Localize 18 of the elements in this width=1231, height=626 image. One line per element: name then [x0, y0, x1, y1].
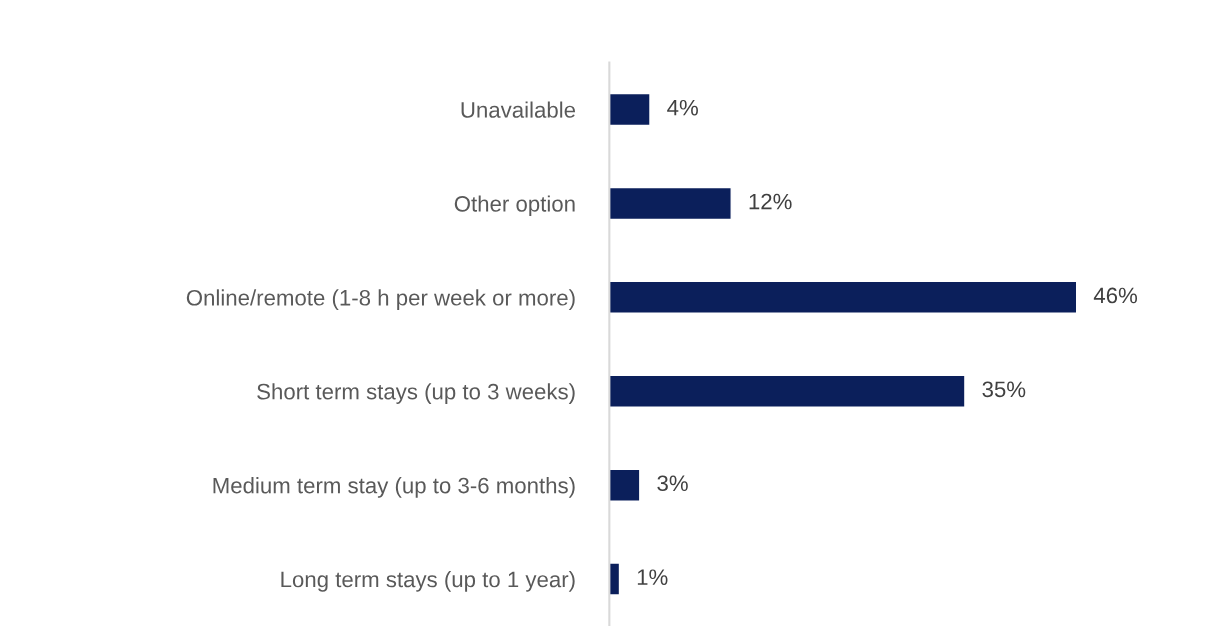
y-tick-label: Other option — [454, 195, 575, 217]
bar — [609, 562, 621, 596]
bar — [609, 186, 732, 221]
data-label: 35% — [982, 381, 1026, 398]
bar — [609, 280, 1078, 315]
y-tick-label: Medium term stay (up to 3-6 months) — [213, 477, 575, 498]
data-label: 46% — [1093, 287, 1138, 304]
data-label: 1% — [637, 569, 668, 585]
bar — [609, 374, 966, 408]
y-tick-label: Long term stays (up to 1 year) — [281, 571, 575, 592]
y-tick-label: Short term stays (up to 3 weeks) — [257, 383, 575, 404]
data-label: 4% — [667, 99, 698, 116]
data-label: 3% — [657, 475, 688, 492]
y-tick-label: Online/remote (1-8 h per week or more) — [186, 289, 575, 311]
bar — [609, 92, 651, 127]
bar — [609, 468, 641, 502]
y-tick-label: Unavailable — [461, 101, 576, 118]
data-label: 12% — [749, 193, 792, 210]
